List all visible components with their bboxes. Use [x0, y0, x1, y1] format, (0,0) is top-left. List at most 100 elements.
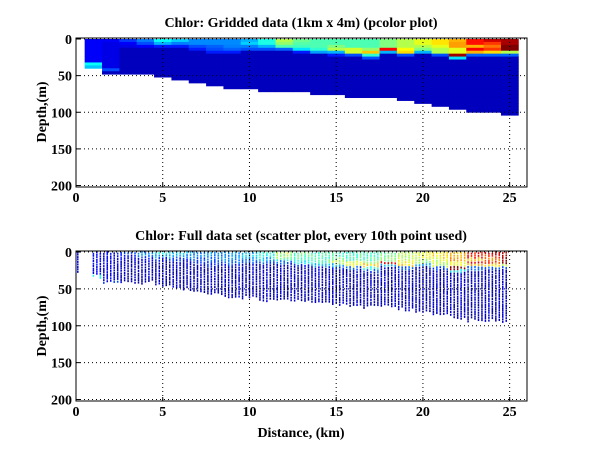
scatter-point [377, 295, 379, 298]
scatter-point [470, 305, 473, 308]
scatter-point [467, 268, 469, 271]
scatter-point [443, 300, 445, 303]
scatter-point [245, 291, 247, 294]
scatter-point [481, 284, 483, 287]
scatter-point [384, 288, 386, 291]
scatter-point [370, 259, 372, 262]
scatter-point [134, 279, 136, 282]
scatter-point [283, 290, 285, 293]
pcolor-cell [240, 41, 259, 46]
scatter-point [498, 309, 501, 312]
scatter-point [252, 254, 254, 257]
scatter-point [109, 267, 112, 270]
scatter-point [99, 267, 102, 270]
scatter-point [342, 267, 344, 270]
scatter-point [116, 267, 119, 270]
pcolor-cell [414, 50, 432, 55]
scatter-point [168, 281, 171, 284]
pcolor-cell [466, 56, 485, 60]
scatter-point [259, 294, 261, 297]
scatter-point [297, 272, 299, 275]
scatter-point [318, 252, 320, 255]
pcolor-cell [500, 85, 519, 90]
scatter-point [328, 293, 331, 296]
scatter-point [318, 287, 320, 290]
pcolor-cell [396, 39, 415, 43]
scatter-point [477, 290, 480, 293]
scatter-point [439, 297, 442, 300]
scatter-point [481, 256, 483, 259]
scatter-point [429, 267, 431, 270]
pcolor-cell [102, 68, 120, 72]
scatter-point [158, 270, 161, 273]
scatter-point [262, 252, 265, 255]
scatter-point [429, 293, 431, 296]
scatter-point [283, 260, 285, 263]
pcolor-cell [310, 77, 328, 81]
scatter-point [238, 283, 240, 286]
scatter-point [502, 290, 504, 293]
scatter-point [387, 254, 390, 257]
pcolor-cell [483, 71, 502, 75]
scatter-point [342, 299, 344, 302]
scatter-point [99, 265, 102, 268]
pcolor-cell [448, 65, 467, 69]
scatter-point [314, 255, 317, 258]
scatter-point [418, 272, 421, 275]
scatter-point [245, 252, 247, 255]
scatter-point [214, 275, 216, 278]
scatter-point [127, 267, 129, 270]
scatter-point [425, 277, 428, 280]
pcolor-cell [379, 65, 398, 69]
scatter-point [293, 296, 296, 299]
scatter-point [321, 266, 324, 269]
scatter-point [460, 271, 462, 274]
scatter-point [137, 265, 140, 268]
pcolor-cell [414, 68, 432, 72]
scatter-point [123, 279, 126, 282]
scatter-point [99, 255, 102, 258]
scatter-point [481, 268, 483, 271]
scatter-point [373, 283, 376, 286]
pcolor-cell [466, 109, 485, 113]
scatter-point [106, 259, 109, 262]
scatter-point [300, 261, 303, 264]
scatter-point [311, 259, 313, 262]
scatter-point [127, 252, 129, 255]
scatter-point [463, 315, 466, 318]
pcolor-cell [500, 80, 519, 84]
scatter-point [498, 269, 501, 272]
scatter-point [290, 288, 292, 291]
pcolor-cell [362, 53, 380, 57]
scatter-point [262, 269, 265, 272]
scatter-point [391, 276, 393, 279]
scatter-point [394, 278, 396, 281]
scatter-point [127, 255, 129, 258]
scatter-point [484, 294, 487, 297]
scatter-point [415, 282, 417, 285]
scatter-point [262, 284, 265, 287]
scatter-point [248, 276, 251, 279]
scatter-point [200, 257, 202, 260]
scatter-point [279, 279, 282, 282]
scatter-point [470, 252, 473, 255]
scatter-point [297, 277, 299, 280]
scatter-point [241, 273, 244, 276]
scatter-point [300, 279, 303, 282]
scatter-point [380, 275, 383, 278]
scatter-point [207, 283, 209, 286]
scatter-point [356, 265, 358, 268]
scatter-point [394, 285, 396, 288]
scatter-point [449, 301, 452, 304]
scatter-point [387, 259, 390, 262]
scatter-point [293, 284, 296, 287]
scatter-point [439, 303, 442, 306]
scatter-point [474, 289, 476, 292]
scatter-point [370, 275, 372, 278]
scatter-point [304, 270, 306, 273]
scatter-point [207, 255, 209, 258]
pcolor-cell [344, 88, 363, 93]
scatter-point [349, 251, 351, 254]
scatter-point [363, 280, 365, 283]
pcolor-cell [483, 88, 502, 93]
